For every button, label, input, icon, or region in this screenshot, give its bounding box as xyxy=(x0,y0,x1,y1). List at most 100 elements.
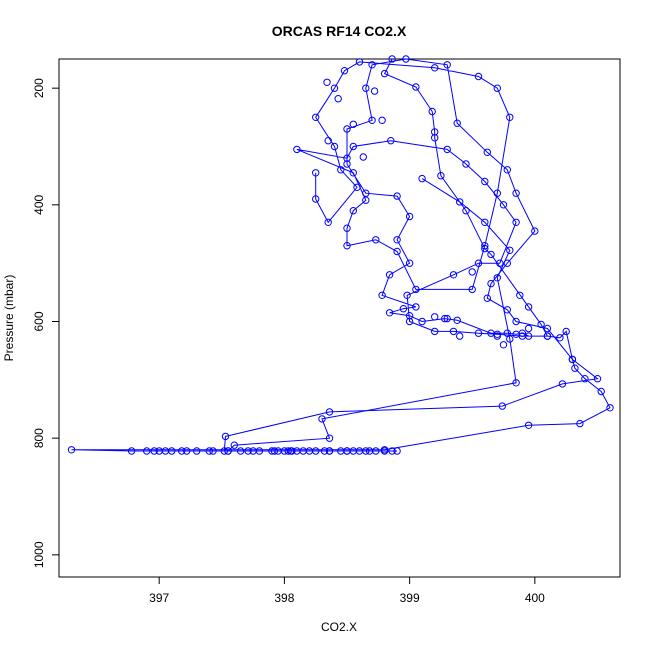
data-point-0-116 xyxy=(403,291,411,299)
data-point-0-24 xyxy=(127,447,136,455)
data-point-0-138 xyxy=(481,242,489,250)
data-point-0-2 xyxy=(412,83,420,91)
data-point-0-48 xyxy=(320,447,329,455)
x-tick-label-1: 398 xyxy=(274,591,294,605)
data-point-1-1 xyxy=(456,198,464,206)
data-point-0-65 xyxy=(220,447,229,455)
data-point-0-84 xyxy=(402,55,410,63)
data-point-0-8 xyxy=(481,244,489,253)
data-point-0-60 xyxy=(343,447,351,455)
data-point-0-113 xyxy=(449,327,458,336)
data-point-0-79 xyxy=(512,189,520,197)
data-point-0-110 xyxy=(518,332,526,340)
series-layer xyxy=(67,55,614,455)
data-point-0-68 xyxy=(498,402,506,410)
data-point-0-123 xyxy=(462,160,470,168)
data-point-0-6 xyxy=(437,172,445,180)
data-point-0-33 xyxy=(205,447,214,455)
data-point-0-90 xyxy=(362,189,370,197)
data-point-0-67 xyxy=(325,408,334,416)
data-point-0-131 xyxy=(349,207,357,215)
data-point-0-93 xyxy=(393,236,401,244)
x-tick-label-3: 400 xyxy=(525,591,545,605)
data-point-0-82 xyxy=(453,119,461,127)
data-point-0-99 xyxy=(385,309,394,317)
data-point-0-86 xyxy=(362,84,370,92)
data-point-0-25 xyxy=(143,447,151,455)
data-point-2-3 xyxy=(378,116,386,125)
data-point-0-76 xyxy=(487,279,495,288)
data-point-0-137 xyxy=(468,285,476,294)
data-point-0-129 xyxy=(349,169,357,177)
data-point-1-4 xyxy=(493,274,501,282)
data-point-0-126 xyxy=(349,142,357,151)
x-tick-label-0: 397 xyxy=(149,591,169,605)
y-tick-label-1: 400 xyxy=(32,195,46,215)
data-point-1-10 xyxy=(224,447,232,455)
data-point-0-14 xyxy=(562,327,570,336)
data-point-0-16 xyxy=(571,364,579,372)
data-point-0-98 xyxy=(399,305,408,313)
data-point-0-80 xyxy=(503,166,511,174)
data-point-2-10 xyxy=(493,332,501,340)
chart-title: ORCAS RF14 CO2.X xyxy=(272,23,407,39)
y-tick-label-3: 800 xyxy=(32,428,46,448)
data-point-0-29 xyxy=(168,447,176,455)
data-point-0-81 xyxy=(483,148,491,157)
series-0-line xyxy=(71,58,611,452)
x-axis-label: CO2.X xyxy=(321,620,357,634)
data-point-0-18 xyxy=(597,387,605,396)
data-point-0-61 xyxy=(325,447,334,455)
data-point-2-9 xyxy=(456,332,464,340)
data-point-0-40 xyxy=(270,447,279,455)
data-point-0-133 xyxy=(343,242,351,250)
data-point-0-130 xyxy=(362,196,370,204)
data-point-0-148 xyxy=(330,142,339,151)
data-point-0-127 xyxy=(343,154,351,162)
data-point-1-6 xyxy=(512,379,520,387)
data-point-0-13 xyxy=(556,334,564,342)
data-point-0-58 xyxy=(393,447,401,455)
data-point-0-55 xyxy=(372,447,380,455)
series-1-line xyxy=(227,178,517,452)
data-point-0-151 xyxy=(324,218,332,227)
data-point-0-9 xyxy=(487,250,495,259)
data-point-0-59 xyxy=(355,447,364,455)
data-point-0-117 xyxy=(449,271,458,279)
data-point-0-34 xyxy=(209,447,217,455)
data-point-0-134 xyxy=(372,236,380,244)
data-point-2-14 xyxy=(468,268,476,276)
data-point-0-132 xyxy=(343,224,351,232)
data-point-0-107 xyxy=(518,329,526,337)
data-point-0-125 xyxy=(387,137,395,145)
data-point-0-102 xyxy=(441,314,449,323)
data-point-0-96 xyxy=(378,291,386,299)
data-point-2-11 xyxy=(499,341,508,349)
data-point-0-11 xyxy=(537,320,545,329)
data-point-0-118 xyxy=(474,259,483,267)
data-point-0-83 xyxy=(443,61,451,69)
y-tick-label-4: 1000 xyxy=(32,541,46,568)
data-point-0-101 xyxy=(418,317,426,326)
data-point-0-57 xyxy=(388,447,396,455)
data-point-2-6 xyxy=(359,153,367,161)
data-point-0-142 xyxy=(474,72,483,81)
y-axis: 200 400 600 800 1000 xyxy=(32,78,60,568)
data-point-0-109 xyxy=(543,332,552,340)
data-point-0-139 xyxy=(493,189,501,197)
x-tick-label-2: 399 xyxy=(400,591,420,605)
series-2 xyxy=(323,78,533,349)
data-point-0-146 xyxy=(330,84,339,92)
data-point-0-128 xyxy=(293,145,301,154)
data-point-0-23 xyxy=(67,446,76,454)
data-point-1-3 xyxy=(506,246,514,255)
data-point-0-39 xyxy=(255,447,264,455)
data-point-0-19 xyxy=(606,404,614,412)
data-point-1-9 xyxy=(230,441,239,449)
data-point-2-13 xyxy=(516,291,524,299)
y-axis-label: Pressure (mbar) xyxy=(2,275,16,362)
data-point-0-140 xyxy=(506,113,514,122)
data-point-0-17 xyxy=(581,375,589,383)
data-point-0-91 xyxy=(393,192,401,200)
data-point-0-30 xyxy=(178,447,186,455)
